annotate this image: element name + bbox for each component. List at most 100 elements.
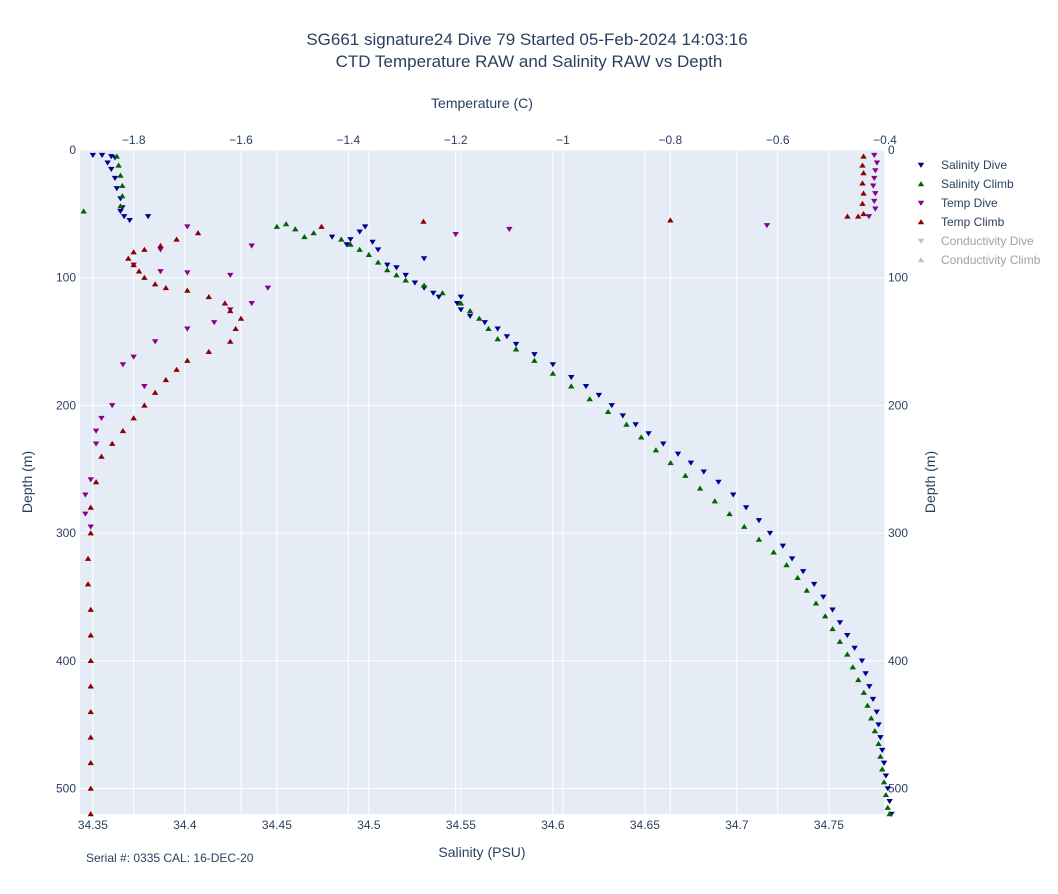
chart-subtitle: CTD Temperature RAW and Salinity RAW vs …	[336, 52, 723, 71]
legend-item[interactable]: Temp Climb	[917, 215, 1005, 229]
data-point	[227, 272, 234, 279]
data-point	[623, 421, 630, 427]
data-point	[318, 223, 325, 229]
data-point	[844, 213, 851, 219]
data-point	[232, 325, 239, 332]
data-point	[869, 696, 877, 702]
legend-item[interactable]: Conductivity Climb	[917, 253, 1041, 267]
data-point	[860, 210, 867, 217]
data-point	[466, 308, 474, 314]
data-point	[237, 315, 245, 321]
legend: Salinity Dive Salinity Climb Temp Dive Temp…	[917, 158, 1041, 267]
data-point	[343, 242, 350, 248]
data-point	[879, 766, 886, 772]
data-point	[119, 362, 127, 368]
data-point	[726, 511, 733, 517]
data-point	[87, 606, 94, 612]
data-point	[141, 246, 148, 252]
data-point	[87, 811, 94, 817]
x-bottom-tick-label: 34.65	[630, 818, 660, 832]
data-point	[98, 415, 105, 422]
series-temp-dive	[82, 152, 881, 530]
y-left-tick-label: 400	[56, 654, 76, 668]
data-point	[221, 300, 229, 306]
y-left-tick-label: 100	[56, 271, 76, 285]
data-point	[466, 313, 474, 319]
data-point	[130, 262, 137, 268]
data-point	[884, 804, 891, 810]
data-point	[829, 625, 836, 632]
data-point	[227, 308, 234, 314]
data-point	[549, 370, 557, 376]
data-point	[362, 224, 369, 230]
data-point	[844, 632, 851, 639]
data-point	[87, 477, 94, 483]
data-point	[875, 722, 882, 728]
data-point	[859, 200, 866, 206]
data-point	[871, 728, 879, 734]
data-point	[369, 239, 376, 245]
data-point	[151, 281, 159, 287]
data-point	[374, 259, 382, 265]
data-point	[338, 236, 345, 242]
data-point	[868, 715, 875, 721]
data-point	[210, 320, 218, 326]
data-point	[87, 530, 94, 536]
chart-title: SG661 signature24 Dive 79 Started 05-Feb…	[306, 30, 747, 49]
legend-marker	[917, 238, 925, 244]
data-point	[92, 441, 100, 447]
x-bottom-tick-label: 34.4	[173, 818, 197, 832]
data-point	[384, 262, 391, 268]
data-point	[384, 267, 391, 273]
y-axis-right-title: Depth (m)	[922, 451, 938, 513]
y-right-tick-label: 100	[888, 271, 908, 285]
data-point	[494, 336, 501, 342]
data-point	[568, 383, 575, 389]
data-marks	[80, 152, 895, 817]
data-point	[115, 162, 122, 168]
data-point	[87, 632, 94, 638]
data-point	[766, 530, 774, 536]
data-point	[770, 549, 777, 555]
data-point	[880, 760, 888, 766]
data-point	[568, 375, 575, 381]
legend-item[interactable]: Temp Dive	[917, 196, 998, 210]
data-point	[851, 645, 858, 651]
data-point	[855, 677, 862, 683]
y-right-tick-label: 200	[888, 398, 908, 412]
data-point	[485, 325, 492, 332]
data-point	[144, 214, 152, 220]
data-point	[872, 191, 879, 197]
data-point	[730, 492, 737, 498]
data-point	[882, 773, 890, 779]
data-point	[454, 300, 461, 307]
data-point	[481, 320, 488, 326]
data-point	[632, 422, 639, 428]
data-point	[531, 357, 538, 363]
data-point	[108, 166, 115, 173]
data-point	[886, 798, 893, 805]
data-point	[871, 175, 878, 181]
data-point	[604, 408, 612, 415]
data-point	[763, 223, 771, 229]
data-point	[420, 282, 428, 288]
data-point	[87, 657, 94, 664]
data-point	[184, 270, 191, 276]
x-axis-bottom-title: Salinity (PSU)	[438, 844, 525, 860]
data-point	[836, 620, 844, 626]
legend-item[interactable]: Salinity Dive	[917, 158, 1008, 172]
data-point	[310, 230, 317, 236]
legend-item[interactable]: Conductivity Dive	[917, 234, 1034, 248]
data-point	[184, 357, 191, 363]
data-point	[162, 285, 170, 291]
data-point	[84, 581, 92, 587]
data-point	[435, 294, 442, 300]
data-point	[130, 354, 137, 360]
data-point	[586, 396, 593, 402]
data-point	[151, 339, 159, 345]
data-point	[875, 740, 882, 747]
data-point	[356, 246, 363, 252]
x-top-tick-label: −1	[556, 133, 570, 147]
legend-item[interactable]: Salinity Climb	[917, 177, 1014, 191]
